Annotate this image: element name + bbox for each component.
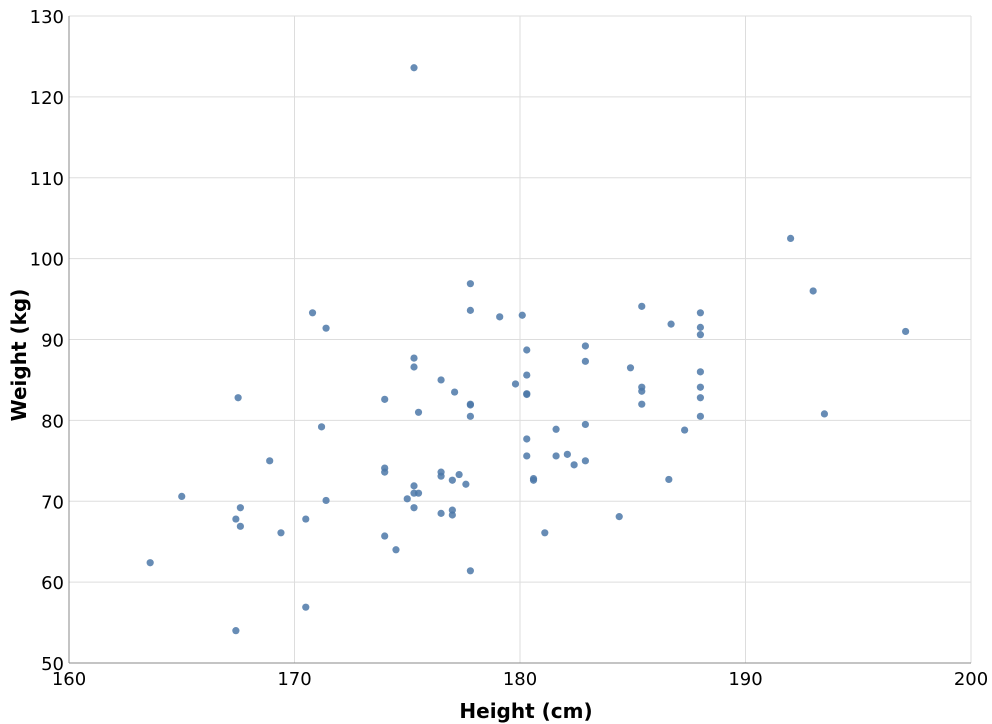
data-point bbox=[466, 401, 474, 409]
data-point bbox=[563, 450, 571, 458]
data-point bbox=[902, 327, 910, 336]
x-tick-label: 200 bbox=[954, 669, 988, 690]
data-point bbox=[581, 420, 589, 429]
data-point bbox=[581, 457, 589, 465]
tick-labels: 160 170 180 190 200 50 60 70 80 90 100 110 120 130 bbox=[30, 7, 989, 690]
data-point bbox=[638, 302, 646, 310]
data-point bbox=[437, 376, 445, 384]
y-tick-label: 130 bbox=[30, 7, 64, 28]
data-point bbox=[665, 475, 673, 484]
data-point bbox=[410, 64, 418, 72]
data-point bbox=[236, 504, 244, 512]
y-tick-label: 80 bbox=[41, 411, 64, 432]
data-point bbox=[466, 306, 474, 314]
data-point bbox=[381, 468, 389, 476]
data-point bbox=[277, 529, 285, 537]
data-point bbox=[696, 394, 705, 402]
data-point bbox=[448, 511, 456, 519]
data-point bbox=[317, 423, 326, 431]
data-point bbox=[381, 395, 389, 403]
y-tick-label: 60 bbox=[41, 573, 64, 594]
data-point bbox=[696, 368, 705, 376]
data-point bbox=[696, 383, 705, 391]
data-point bbox=[302, 603, 310, 611]
data-point bbox=[437, 472, 445, 480]
x-axis-title: Height (cm) bbox=[459, 699, 592, 723]
data-point bbox=[308, 309, 317, 317]
data-point bbox=[496, 313, 504, 321]
data-points bbox=[146, 64, 910, 635]
data-point bbox=[809, 287, 817, 295]
y-tick-label: 90 bbox=[41, 331, 64, 352]
data-point bbox=[451, 388, 459, 396]
x-tick-label: 180 bbox=[503, 669, 537, 690]
data-point bbox=[523, 435, 531, 443]
data-point bbox=[696, 331, 705, 339]
data-point bbox=[523, 452, 531, 460]
data-point bbox=[232, 515, 240, 523]
data-point bbox=[410, 354, 418, 362]
data-point bbox=[518, 311, 526, 319]
y-tick-label: 110 bbox=[30, 169, 64, 190]
data-point bbox=[466, 567, 474, 575]
data-point bbox=[466, 412, 474, 420]
data-point bbox=[696, 323, 705, 331]
data-point bbox=[410, 504, 418, 512]
data-point bbox=[392, 546, 400, 554]
x-tick-label: 160 bbox=[52, 669, 86, 690]
data-point bbox=[511, 380, 520, 388]
x-tick-label: 170 bbox=[277, 669, 311, 690]
data-point bbox=[232, 627, 240, 635]
data-point bbox=[529, 476, 538, 484]
data-point bbox=[455, 470, 463, 479]
data-point bbox=[523, 390, 531, 399]
y-tick-label: 120 bbox=[30, 88, 64, 109]
data-point bbox=[523, 346, 531, 354]
data-point bbox=[322, 324, 330, 332]
data-point bbox=[581, 342, 589, 350]
data-point bbox=[410, 363, 418, 371]
data-point bbox=[462, 480, 470, 488]
y-tick-label: 100 bbox=[30, 250, 64, 271]
data-point bbox=[696, 309, 705, 317]
data-point bbox=[448, 476, 456, 484]
data-point bbox=[437, 509, 445, 517]
data-point bbox=[410, 482, 418, 490]
data-point bbox=[626, 364, 635, 372]
data-point bbox=[552, 452, 560, 460]
data-point bbox=[302, 515, 310, 523]
data-point bbox=[178, 492, 186, 500]
grid bbox=[68, 15, 972, 664]
data-point bbox=[322, 496, 330, 505]
data-point bbox=[146, 559, 154, 567]
y-axis-title: Weight (kg) bbox=[7, 289, 31, 422]
data-point bbox=[381, 532, 389, 540]
data-point bbox=[414, 489, 423, 497]
data-point bbox=[787, 234, 795, 243]
data-point bbox=[667, 320, 675, 328]
data-point bbox=[414, 408, 423, 416]
data-point bbox=[581, 357, 589, 365]
data-point bbox=[266, 457, 274, 465]
data-point bbox=[696, 412, 705, 420]
axes bbox=[68, 16, 971, 664]
y-tick-label: 50 bbox=[41, 654, 64, 675]
data-point bbox=[234, 394, 242, 402]
data-point bbox=[236, 522, 244, 530]
data-point bbox=[681, 426, 689, 434]
data-point bbox=[570, 461, 578, 469]
x-tick-label: 190 bbox=[728, 669, 762, 690]
data-point bbox=[820, 410, 829, 418]
data-point bbox=[466, 280, 474, 288]
data-point bbox=[552, 425, 560, 433]
data-point bbox=[523, 371, 531, 379]
data-point bbox=[541, 529, 549, 537]
y-tick-label: 70 bbox=[41, 492, 64, 513]
data-point bbox=[638, 387, 646, 395]
data-point bbox=[638, 400, 646, 408]
data-point bbox=[403, 495, 411, 503]
data-point bbox=[615, 513, 623, 521]
